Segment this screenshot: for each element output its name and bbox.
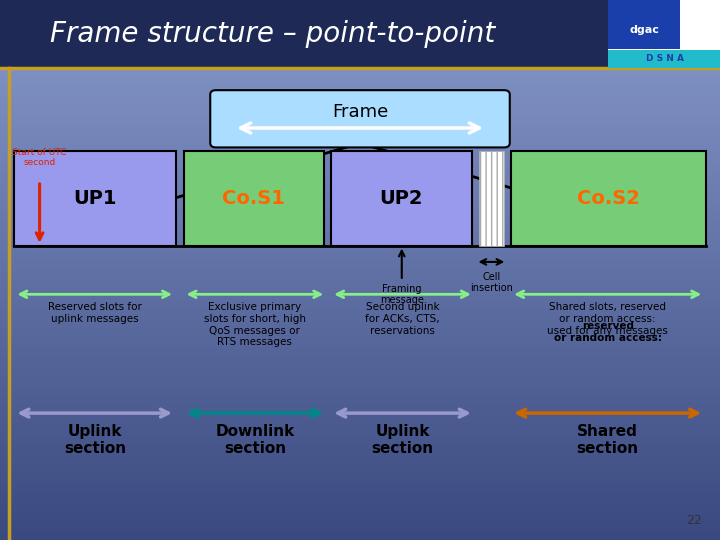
Text: Reserved slots for
uplink messages: Reserved slots for uplink messages bbox=[48, 302, 142, 324]
Text: Uplink
section: Uplink section bbox=[372, 424, 433, 456]
Bar bbox=[0, 0, 720, 68]
Text: Cell
insertion: Cell insertion bbox=[470, 272, 513, 293]
Text: Exclusive primary
slots for short, high
QoS messages or
RTS messages: Exclusive primary slots for short, high … bbox=[204, 302, 306, 347]
Text: UP1: UP1 bbox=[73, 189, 117, 208]
Bar bbox=[184, 151, 324, 246]
Text: UP2: UP2 bbox=[379, 189, 423, 208]
Bar bbox=[331, 151, 472, 246]
Bar bbox=[608, 0, 720, 68]
FancyBboxPatch shape bbox=[210, 90, 510, 147]
Bar bbox=[608, 0, 680, 49]
Text: D S N A: D S N A bbox=[646, 55, 683, 63]
Text: Framing
message: Framing message bbox=[380, 284, 423, 305]
Bar bbox=[511, 151, 706, 246]
Text: Co.S2: Co.S2 bbox=[577, 189, 640, 208]
Text: Co.S1: Co.S1 bbox=[222, 189, 285, 208]
Text: Uplink
section: Uplink section bbox=[64, 424, 126, 456]
Bar bbox=[14, 151, 176, 246]
Text: Second uplink
for ACKs, CTS,
reservations: Second uplink for ACKs, CTS, reservation… bbox=[365, 302, 440, 335]
Text: Shared slots, reserved
or random access:
used for any messages: Shared slots, reserved or random access:… bbox=[547, 302, 668, 335]
Text: Frame structure – point-to-point: Frame structure – point-to-point bbox=[50, 20, 495, 48]
Text: Shared
section: Shared section bbox=[577, 424, 639, 456]
Bar bbox=[608, 50, 720, 68]
Text: Start of UTC
second: Start of UTC second bbox=[12, 148, 67, 167]
Text: reserved
or random access:: reserved or random access: bbox=[554, 321, 662, 343]
Text: Frame: Frame bbox=[332, 103, 388, 122]
Text: 22: 22 bbox=[686, 514, 702, 526]
Bar bbox=[479, 151, 504, 246]
Text: dgac: dgac bbox=[629, 25, 660, 35]
Text: Downlink
section: Downlink section bbox=[215, 424, 294, 456]
